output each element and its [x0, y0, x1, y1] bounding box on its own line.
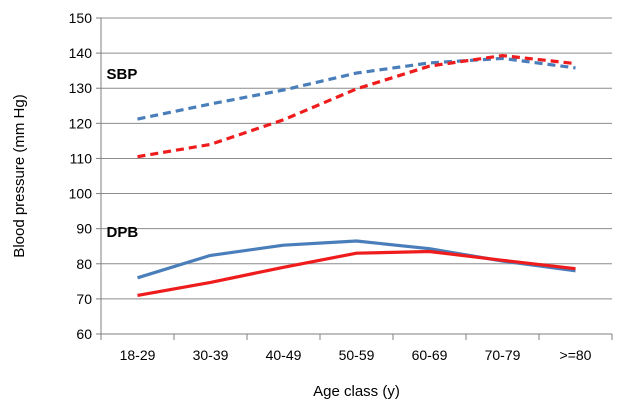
series-line-sbp-dashed-1	[137, 53, 576, 159]
y-tick-label: 100	[69, 186, 93, 202]
y-tick-label: 130	[69, 80, 93, 96]
y-axis-title: Blood pressure (mm Hg)	[11, 94, 28, 257]
x-tick-label: 40-49	[266, 347, 302, 363]
y-tick-label: 140	[69, 45, 93, 61]
annotation-sbp: SBP	[107, 66, 138, 83]
x-tick-label: 60-69	[412, 347, 448, 363]
annotation-dpb: DPB	[107, 224, 139, 241]
series-line-sbp-dashed-0	[137, 56, 576, 121]
y-tick-label: 80	[76, 256, 92, 272]
y-tick-label: 120	[69, 115, 93, 131]
axes	[100, 18, 612, 335]
gridlines	[101, 17, 612, 300]
annotations: SBP DPB	[107, 66, 139, 241]
series-lines	[137, 53, 576, 297]
y-tick-labels: 60 70 80 90 100 110 120 130 140 150	[69, 10, 101, 342]
x-axis-title: Age class (y)	[313, 383, 400, 400]
x-tick-label: 18-29	[120, 347, 156, 363]
series-line-dpb-solid-2	[137, 239, 576, 280]
x-tick-label: 70-79	[485, 347, 521, 363]
series-line-dpb-solid-3	[137, 249, 576, 297]
y-tick-label: 90	[76, 221, 92, 237]
x-tick-label: 30-39	[193, 347, 229, 363]
y-tick-label: 150	[69, 10, 93, 26]
y-tick-label: 110	[70, 150, 93, 166]
x-tick-labels: 18-29 30-39 40-49 50-59 60-69 70-79 >=80	[100, 334, 613, 363]
x-tick-label: >=80	[560, 347, 592, 363]
y-tick-label: 60	[76, 326, 92, 342]
x-tick-label: 50-59	[339, 347, 375, 363]
y-tick-label: 70	[76, 291, 92, 307]
